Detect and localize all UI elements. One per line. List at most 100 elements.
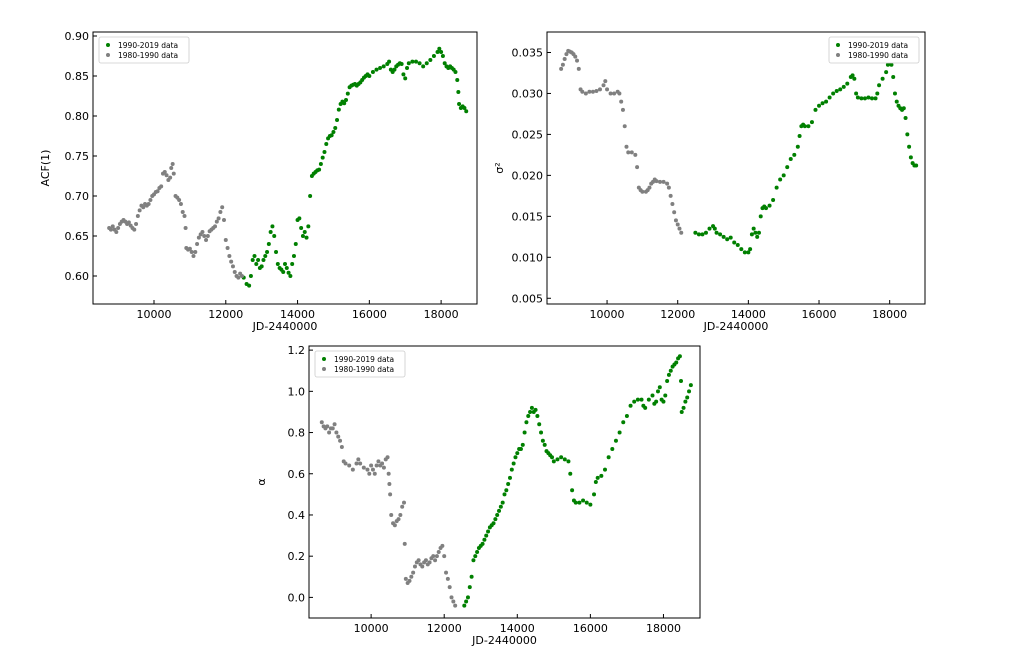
c1-data-point (889, 62, 894, 67)
c0-data-point (247, 283, 252, 288)
c1-data-point (850, 73, 855, 78)
c2-data-point (613, 438, 618, 443)
c1-data-point (594, 88, 599, 93)
c0-ytick-label: 0.65 (65, 230, 90, 243)
c1-xtick-label: 16000 (802, 308, 837, 321)
c2-data-point (593, 480, 598, 484)
c1-data-point (612, 91, 617, 96)
c0-axes-frame (92, 31, 478, 305)
c0-data-point (250, 258, 255, 262)
c0-data-point (291, 254, 296, 258)
c2-data-point (628, 403, 633, 408)
c0-data-point (232, 270, 237, 274)
c1-data-point (862, 96, 867, 101)
c1-data-point (675, 222, 680, 227)
c2-data-point (380, 461, 385, 466)
c2-data-point (584, 500, 589, 505)
c2-data-point (350, 467, 355, 472)
c2-data-point (398, 512, 403, 517)
c2-data-point (650, 393, 655, 398)
c2-data-point (416, 558, 421, 563)
c0-data-point (342, 101, 347, 106)
c0-data-point (439, 50, 444, 54)
c1-data-point (751, 226, 756, 231)
c1-data-point (564, 52, 569, 57)
alpha-chart: 10000 12000 14000 16000 18000 0.0 0.2 0.4 0.6 0.8… (255, 344, 701, 647)
c0-data-point (252, 254, 257, 258)
c1-data-point (703, 230, 708, 235)
c0-data-point (333, 126, 338, 130)
acf-chart: 10000 12000 14000 16000 18000 0.60 0.65 0.70 0.7… (39, 30, 478, 333)
c0-data-point (440, 54, 445, 58)
c1-data-point (583, 91, 588, 96)
c1-data-point (767, 203, 772, 208)
c0-data-point (274, 250, 279, 254)
c1-data-point (673, 218, 678, 223)
c2-data-point (491, 521, 496, 526)
c1-legend-marker (836, 43, 840, 47)
c2-data-point (469, 574, 474, 579)
c1-data-point (580, 89, 585, 94)
c0-data-point (324, 142, 329, 146)
c1-ytick-label: 0.020 (512, 169, 544, 182)
c2-data-point (451, 599, 456, 604)
c0-data-point (464, 109, 469, 114)
c1-data-point (576, 66, 581, 71)
c2-data-point (624, 414, 629, 419)
c0-data-point (170, 162, 175, 166)
c0-data-point (177, 198, 182, 202)
c1-data-point (700, 232, 705, 237)
c1-data-point (834, 88, 839, 93)
c0-data-point (116, 226, 121, 230)
c2-xtick-label: 14000 (500, 622, 535, 635)
c0-data-point (453, 70, 458, 74)
c2-data-point (551, 459, 556, 464)
c2-data-point (632, 399, 637, 404)
variance-chart: 10000 12000 14000 16000 18000 0.005 0.010 0.015… (493, 31, 926, 333)
c0-data-point (132, 227, 137, 232)
c1-data-point (677, 226, 682, 231)
c2-data-point (493, 517, 498, 522)
c2-data-point (396, 517, 401, 522)
c1-data-point (559, 66, 564, 71)
c1-data-point (658, 179, 663, 184)
c1-data-point (670, 202, 675, 207)
c2-data-point (610, 447, 615, 452)
c0-legend-entry: 1980-1990 data (118, 51, 178, 60)
c1-data-point (795, 144, 800, 149)
c1-data-point (620, 107, 625, 112)
c1-data-point (626, 150, 631, 155)
c2-data-point (392, 523, 397, 528)
c0-data-point (378, 66, 383, 70)
c1-data-point (718, 232, 723, 237)
c0-data-point (229, 259, 234, 264)
c1-data-point (908, 155, 913, 160)
c1-data-point (774, 185, 779, 190)
c2-data-point (431, 554, 436, 559)
c0-data-point (216, 216, 221, 221)
c0-data-point (214, 219, 219, 224)
c1-data-point (806, 124, 811, 129)
c2-data-point (484, 533, 489, 538)
c1-data-point (587, 89, 592, 94)
c1-data-point (877, 83, 882, 88)
c0-data-point (308, 194, 313, 198)
c1-legend-marker (836, 53, 840, 57)
c2-data-point (475, 550, 480, 555)
c2-xtick-label: 10000 (354, 622, 389, 635)
c1-data-point (785, 165, 790, 170)
c2-data-point (621, 420, 626, 425)
c0-data-point (302, 230, 307, 234)
c2-data-point (319, 420, 324, 425)
c1-data-point (827, 95, 832, 100)
c2-data-point (515, 451, 520, 456)
c2-data-point (665, 379, 670, 384)
c0-data-point (204, 238, 209, 242)
c1-data-point (831, 91, 836, 96)
c1-data-point (866, 95, 871, 100)
c2-ytick-label: 0.8 (288, 427, 306, 440)
c0-data-point (406, 61, 411, 66)
c1-data-point (892, 91, 897, 96)
c0-data-point (318, 162, 323, 166)
c0-data-point (457, 102, 462, 106)
